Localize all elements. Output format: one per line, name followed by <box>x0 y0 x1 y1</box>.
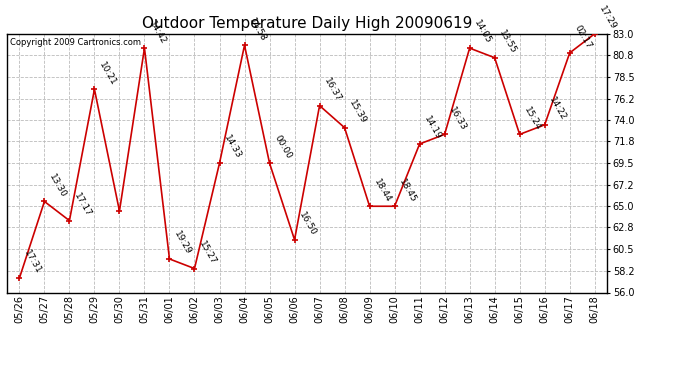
Text: 15:27: 15:27 <box>197 239 218 266</box>
Text: 16:50: 16:50 <box>297 210 318 237</box>
Text: 17:17: 17:17 <box>72 191 93 218</box>
Text: 19:29: 19:29 <box>172 230 193 256</box>
Text: 00:00: 00:00 <box>273 134 293 161</box>
Title: Outdoor Temperature Daily High 20090619: Outdoor Temperature Daily High 20090619 <box>142 16 472 31</box>
Text: 17:29: 17:29 <box>598 4 618 32</box>
Text: 14:22: 14:22 <box>548 96 568 122</box>
Text: 17:31: 17:31 <box>22 249 43 276</box>
Text: 02:17: 02:17 <box>573 24 593 51</box>
Text: 18:45: 18:45 <box>397 177 418 204</box>
Text: 14:05: 14:05 <box>473 19 493 46</box>
Text: 13:55: 13:55 <box>497 28 518 56</box>
Text: 15:39: 15:39 <box>348 98 368 125</box>
Text: 15:24: 15:24 <box>522 105 543 132</box>
Text: 13:30: 13:30 <box>48 172 68 199</box>
Text: 14:19: 14:19 <box>422 115 443 142</box>
Text: 18:44: 18:44 <box>373 177 393 204</box>
Text: 14:58: 14:58 <box>248 16 268 43</box>
Text: 14:42: 14:42 <box>148 19 168 46</box>
Text: 14:33: 14:33 <box>222 134 243 161</box>
Text: 10:21: 10:21 <box>97 60 118 87</box>
Text: Copyright 2009 Cartronics.com: Copyright 2009 Cartronics.com <box>10 38 141 46</box>
Text: 16:33: 16:33 <box>448 105 469 132</box>
Text: 16:37: 16:37 <box>322 76 344 103</box>
